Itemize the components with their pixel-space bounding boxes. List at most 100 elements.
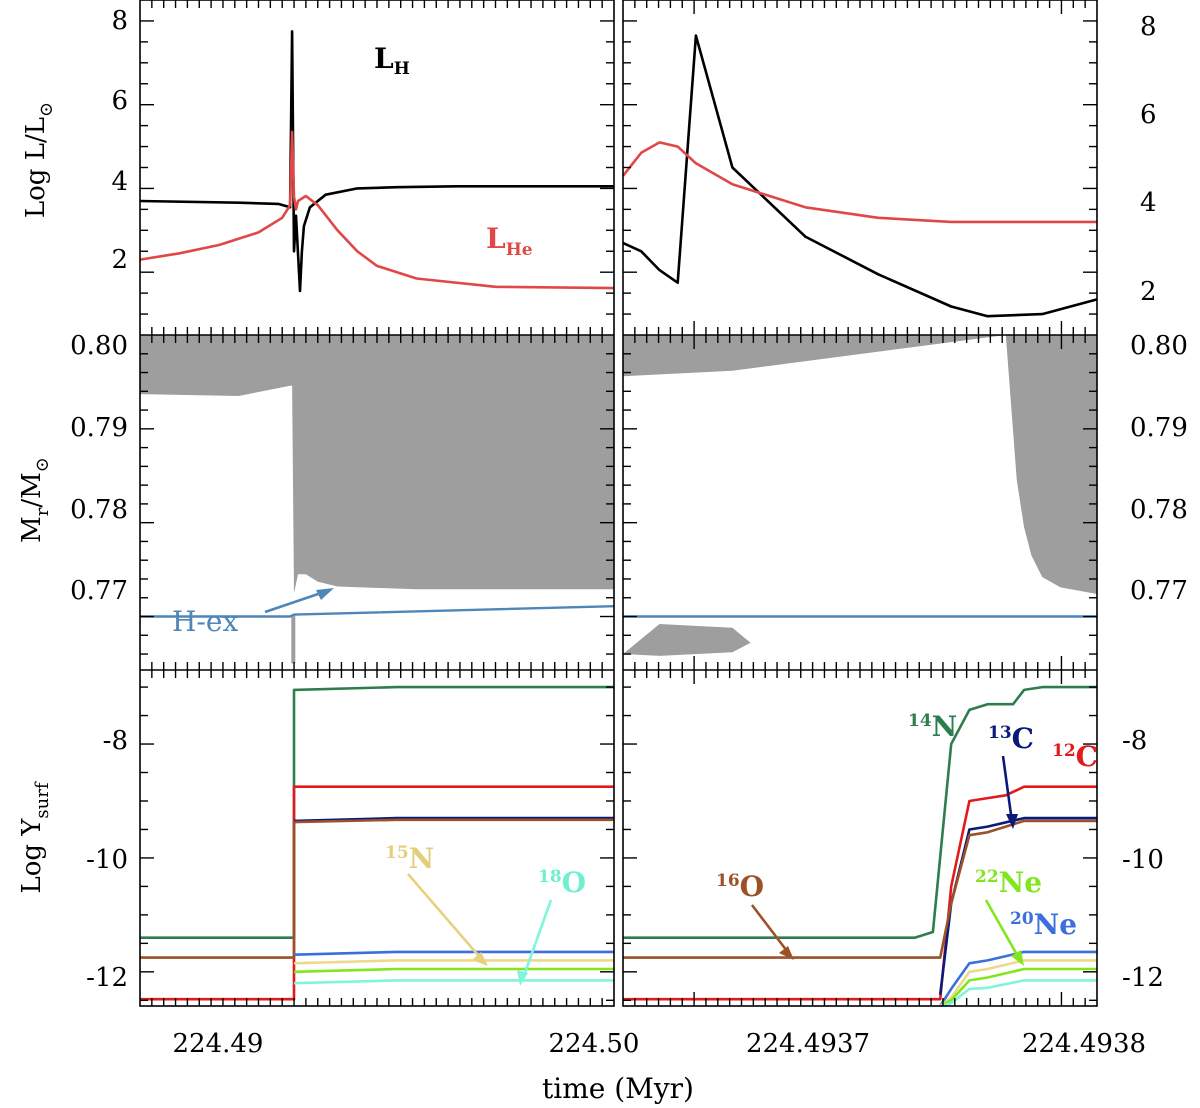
arrow-15N (407, 873, 485, 963)
x-tick-224-50: 224.50 (549, 1029, 640, 1059)
label-12C-el: C (1076, 740, 1098, 773)
left-abund-line-14N (140, 685, 614, 940)
label-18O-num: 18 (538, 867, 562, 887)
arrow-16O (750, 904, 792, 956)
right-mass-convective-envelope (623, 335, 1097, 594)
left-abund-line-13C (293, 816, 614, 823)
right-abund-line-20Ne (939, 950, 1097, 1007)
ylabel-mass-sun: ⊙ (32, 457, 53, 472)
abund-tick-12-right: -12 (1122, 963, 1164, 993)
lum-tick-4: 4 (111, 167, 128, 197)
right-abund-line-15N (939, 959, 1097, 1008)
label-20Ne: 20Ne (1010, 908, 1077, 941)
right-abund-line-14N (623, 685, 1097, 940)
abund-tick-10: -10 (86, 845, 128, 875)
left-abund-line-18O (293, 979, 614, 985)
arrow-H-ex-head (316, 588, 334, 600)
left-mass-shell-spike (291, 614, 296, 664)
lum-tick-4-right: 4 (1140, 188, 1157, 218)
label-LH: LH (374, 42, 410, 79)
label-15N: 15N (385, 842, 434, 875)
left-mass-line-H-ex (140, 605, 615, 618)
lum-tick-6-right: 6 (1140, 100, 1157, 130)
lum-tick-6: 6 (111, 86, 128, 116)
left-abund-line-22Ne (293, 967, 614, 974)
ylabel-lum-main: Log L/L (21, 117, 51, 218)
label-LHe-sub: He (506, 240, 533, 260)
left-y-tick-labels: 2 4 6 8 0.77 0.78 0.79 0.80 -12 -10 -8 (70, 6, 128, 993)
data-layer (139, 30, 1098, 1008)
x-tick-224-4938: 224.4938 (1022, 1029, 1146, 1059)
ylabel-mass-r: r (32, 507, 53, 516)
label-H-ex: H-ex (172, 605, 238, 638)
x-tick-labels: 224.49 224.50 224.4937 224.4938 (173, 1029, 1147, 1059)
right-abund-line-16O (623, 819, 1097, 959)
left-annotations: LH LHe H-ex 15N 18O (172, 42, 586, 899)
ylabel-abund-main: Log Y (17, 818, 47, 894)
ylabel-abund-surf: surf (32, 781, 53, 818)
tick-layer (140, 0, 1097, 1006)
label-LH-main: L (374, 42, 394, 75)
label-13C-el: C (1012, 722, 1034, 755)
right-y-tick-labels: 2 4 6 8 0.77 0.78 0.79 0.80 -12 -10 -8 (1122, 12, 1188, 993)
mass-tick-077-right: 0.77 (1130, 576, 1188, 606)
right-lum-line-L_He (621, 141, 1097, 224)
arrow-13C (1001, 755, 1014, 823)
arrow-22Ne (984, 899, 1022, 961)
label-22Ne-el: Ne (999, 866, 1042, 899)
arrow-15N-head (472, 952, 488, 966)
label-13C-num: 13 (988, 723, 1012, 743)
lum-tick-8: 8 (111, 6, 128, 36)
lum-tick-2: 2 (111, 245, 128, 275)
label-LH-sub: H (394, 59, 410, 79)
abund-tick-8: -8 (103, 726, 128, 756)
abund-tick-10-right: -10 (1122, 845, 1164, 875)
x-tick-224-49: 224.49 (173, 1029, 264, 1059)
mass-tick-080: 0.80 (70, 331, 128, 361)
left-abund-line-16O (140, 818, 614, 959)
mass-tick-079-right: 0.79 (1130, 413, 1188, 443)
ylabel-lum-sun: ⊙ (36, 102, 57, 117)
ylabel-mass-main: M (17, 516, 47, 543)
label-15N-el: N (409, 842, 435, 875)
arrow-16O-head (779, 946, 794, 960)
right-annotations: 14N 13C 12C 16O 22Ne 20Ne (716, 710, 1098, 941)
label-16O-num: 16 (716, 871, 740, 891)
arrow-22Ne-head (1011, 950, 1024, 966)
label-18O: 18O (538, 866, 586, 899)
mass-tick-077: 0.77 (70, 576, 128, 606)
abund-tick-8-right: -8 (1122, 726, 1147, 756)
mass-tick-078-right: 0.78 (1130, 495, 1188, 525)
label-12C-num: 12 (1052, 741, 1076, 761)
label-14N-num: 14 (908, 711, 932, 731)
label-15N-num: 15 (385, 843, 409, 863)
right-abund-line-22Ne (939, 967, 1097, 1008)
label-18O-el: O (562, 866, 586, 899)
lum-tick-2-right: 2 (1140, 277, 1157, 307)
mass-tick-078: 0.78 (70, 495, 128, 525)
label-22Ne: 22Ne (975, 866, 1042, 899)
ylabel-mass-mid: /M (17, 472, 47, 507)
right-mass-shell-blob (623, 624, 751, 656)
left-lum-line-L_H (139, 30, 614, 293)
left-abund-line-20Ne (293, 950, 614, 956)
y-axis-title-abund: Log Ysurf (17, 781, 53, 893)
left-mass-convective-envelope (140, 335, 614, 594)
label-LHe: LHe (486, 222, 533, 260)
x-tick-224-4937: 224.4937 (746, 1029, 870, 1059)
right-lum-line-L_H (622, 34, 1098, 318)
right-abund-line-18O (939, 979, 1097, 1008)
label-12C: 12C (1052, 740, 1098, 773)
y-axis-title-mass: Mr/M⊙ (17, 457, 53, 543)
label-16O: 16O (716, 870, 764, 903)
lum-tick-8-right: 8 (1140, 12, 1157, 42)
arrow-18O-head (517, 970, 528, 986)
label-20Ne-num: 20 (1010, 909, 1034, 929)
label-14N: 14N (908, 710, 957, 743)
label-13C: 13C (988, 722, 1034, 755)
x-axis-title: time (Myr) (542, 1072, 694, 1105)
label-20Ne-el: Ne (1034, 908, 1077, 941)
left-lum-line-L_He (139, 130, 615, 290)
mass-tick-079: 0.79 (70, 413, 128, 443)
